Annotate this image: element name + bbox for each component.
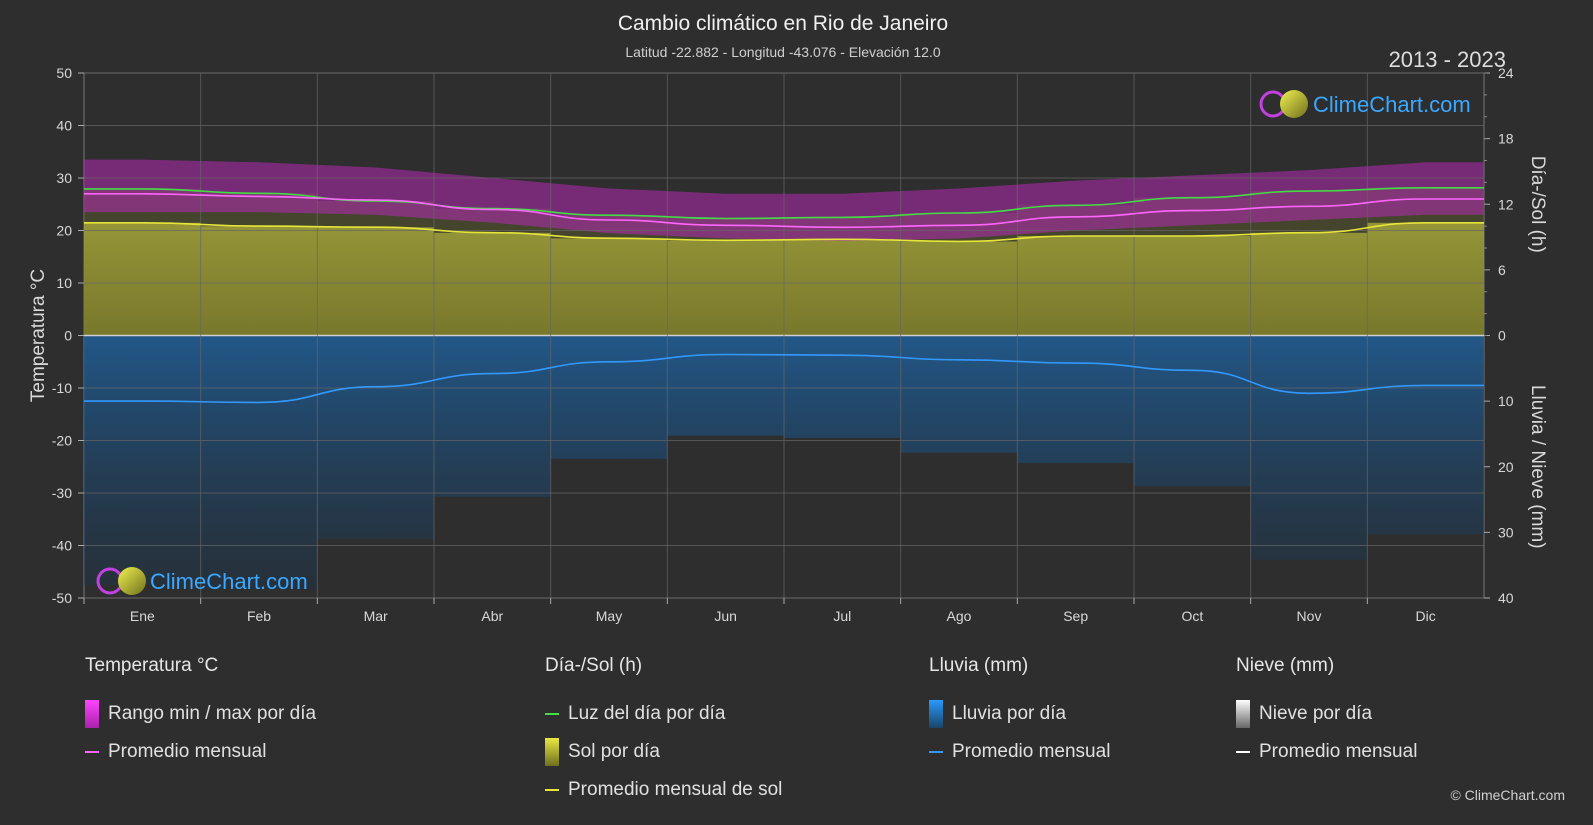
tick-label-left: 20 bbox=[56, 223, 72, 239]
legend-daylight: Día-/Sol (h) Luz del día por día Sol por… bbox=[545, 655, 782, 809]
legend-item: Promedio mensual de sol bbox=[545, 771, 782, 809]
tick-label-left: 50 bbox=[56, 65, 72, 81]
legend-item: Promedio mensual bbox=[85, 733, 316, 771]
legend-item: Promedio mensual bbox=[1236, 733, 1417, 771]
y-axis-label-right-bottom: Lluvia / Nieve (mm) bbox=[1527, 385, 1548, 549]
tick-label-right-top: 6 bbox=[1498, 262, 1506, 278]
tick-label-left: 10 bbox=[56, 275, 72, 291]
temperature-avg-line bbox=[84, 193, 1484, 229]
tick-label-right-top: 12 bbox=[1498, 196, 1514, 212]
tick-label-x: Abr bbox=[481, 608, 503, 624]
period-label: 2013 - 2023 bbox=[1389, 47, 1506, 72]
tick-label-x: Feb bbox=[247, 608, 271, 624]
legend-label: Sol por día bbox=[568, 741, 660, 762]
legend-label: Promedio mensual de sol bbox=[568, 779, 783, 800]
legend-title: Día-/Sol (h) bbox=[545, 655, 643, 676]
legend-label: Promedio mensual bbox=[952, 741, 1111, 762]
legend-swatch bbox=[545, 789, 559, 791]
logo-sun-icon bbox=[1280, 90, 1308, 118]
tick-label-x: Dic bbox=[1416, 608, 1436, 624]
tick-label-x: Jun bbox=[714, 608, 737, 624]
tick-label-x: Nov bbox=[1297, 608, 1322, 624]
tick-label-left: 30 bbox=[56, 170, 72, 186]
tick-label-left: -20 bbox=[52, 433, 72, 449]
tick-label-x: Mar bbox=[364, 608, 388, 624]
copyright: © ClimeChart.com bbox=[1450, 787, 1565, 803]
tick-label-right-bottom: 20 bbox=[1498, 459, 1514, 475]
legend-label: Promedio mensual bbox=[1259, 741, 1418, 762]
chart-title: Cambio climático en Rio de Janeiro bbox=[618, 12, 948, 35]
legend-label: Lluvia por día bbox=[952, 703, 1067, 724]
tick-label-right-bottom: 30 bbox=[1498, 524, 1514, 540]
legend-title: Lluvia (mm) bbox=[929, 655, 1029, 676]
legend-label: Promedio mensual bbox=[108, 741, 267, 762]
legend-label: Luz del día por día bbox=[568, 703, 726, 724]
y-axis-label-left: Temperatura °C bbox=[28, 269, 49, 402]
tick-label-right-bottom: 10 bbox=[1498, 393, 1514, 409]
legend-item: Lluvia por día bbox=[929, 695, 1110, 733]
legend-item: Sol por día bbox=[545, 733, 782, 771]
tick-label-right-top: 24 bbox=[1498, 65, 1514, 81]
watermark-bottom: ClimeChart.com bbox=[96, 567, 308, 595]
tick-label-x: Sep bbox=[1063, 608, 1088, 624]
legend-label: Rango min / max por día bbox=[108, 703, 317, 724]
legend-swatch bbox=[545, 738, 559, 766]
watermark-text-top: ClimeChart.com bbox=[1313, 92, 1471, 117]
legend-item: Rango min / max por día bbox=[85, 695, 316, 733]
legend-swatch bbox=[929, 751, 943, 753]
tick-label-left: -30 bbox=[52, 485, 72, 501]
tick-label-right-top: 18 bbox=[1498, 131, 1514, 147]
rain-avg-line bbox=[83, 353, 1484, 404]
legend-title: Temperatura °C bbox=[85, 655, 219, 676]
tick-label-x: Oct bbox=[1181, 608, 1203, 624]
tick-label-left: -40 bbox=[52, 538, 72, 554]
legend-swatch bbox=[85, 700, 99, 728]
tick-label-left: -10 bbox=[52, 380, 72, 396]
tick-label-x: May bbox=[596, 608, 622, 624]
legend-swatch bbox=[85, 751, 99, 753]
tick-label-x: Jul bbox=[833, 608, 851, 624]
logo-sun-icon bbox=[118, 567, 146, 595]
legend-swatch bbox=[1236, 700, 1250, 728]
legend-label: Nieve por día bbox=[1259, 703, 1373, 724]
legend-item: Nieve por día bbox=[1236, 695, 1417, 733]
plot-area: 50 40 30 20 10 0 -10 -20 -30 -40 -50 24 18 12 6 0 10 20 30… bbox=[28, 65, 1548, 624]
tick-label-right-bottom: 40 bbox=[1498, 590, 1514, 606]
y-axis-label-right-top: Día-/Sol (h) bbox=[1527, 156, 1548, 253]
legend-swatch bbox=[1236, 751, 1250, 753]
legend-temperature: Temperatura °C Rango min / max por día P… bbox=[85, 655, 316, 771]
legend-title: Nieve (mm) bbox=[1236, 655, 1335, 676]
tick-label-x: Ago bbox=[947, 608, 972, 624]
sunshine-avg-line bbox=[84, 222, 1484, 243]
legend-item: Luz del día por día bbox=[545, 695, 782, 733]
watermark-top: ClimeChart.com bbox=[1259, 90, 1471, 118]
legend-snow: Nieve (mm) Nieve por día Promedio mensua… bbox=[1236, 655, 1417, 771]
legend-item: Promedio mensual bbox=[929, 733, 1110, 771]
daylight-line bbox=[84, 187, 1484, 220]
legend-swatch bbox=[545, 713, 559, 715]
chart-subtitle: Latitud -22.882 - Longitud -43.076 - Ele… bbox=[625, 44, 940, 60]
legend-swatch bbox=[929, 700, 943, 728]
tick-label-left: 40 bbox=[56, 118, 72, 134]
tick-label-right-top: 0 bbox=[1498, 328, 1506, 344]
tick-label-left: 0 bbox=[64, 328, 72, 344]
legend-rain: Lluvia (mm) Lluvia por día Promedio mens… bbox=[929, 655, 1110, 771]
tick-label-x: Ene bbox=[130, 608, 155, 624]
watermark-text-bottom: ClimeChart.com bbox=[150, 569, 308, 594]
tick-label-left: -50 bbox=[52, 590, 72, 606]
